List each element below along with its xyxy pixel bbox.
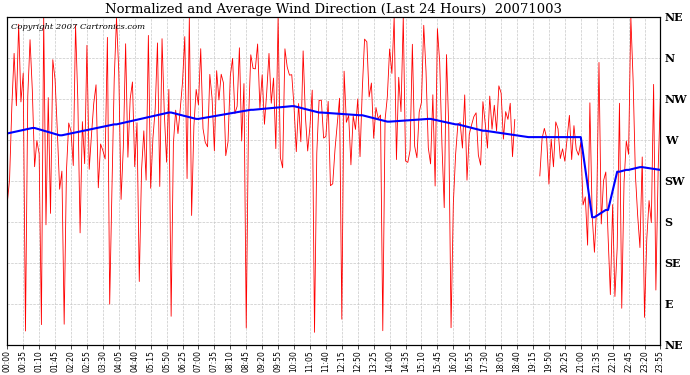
Text: Copyright 2007 Cartronics.com: Copyright 2007 Cartronics.com [10,24,145,32]
Title: Normalized and Average Wind Direction (Last 24 Hours)  20071003: Normalized and Average Wind Direction (L… [106,3,562,16]
